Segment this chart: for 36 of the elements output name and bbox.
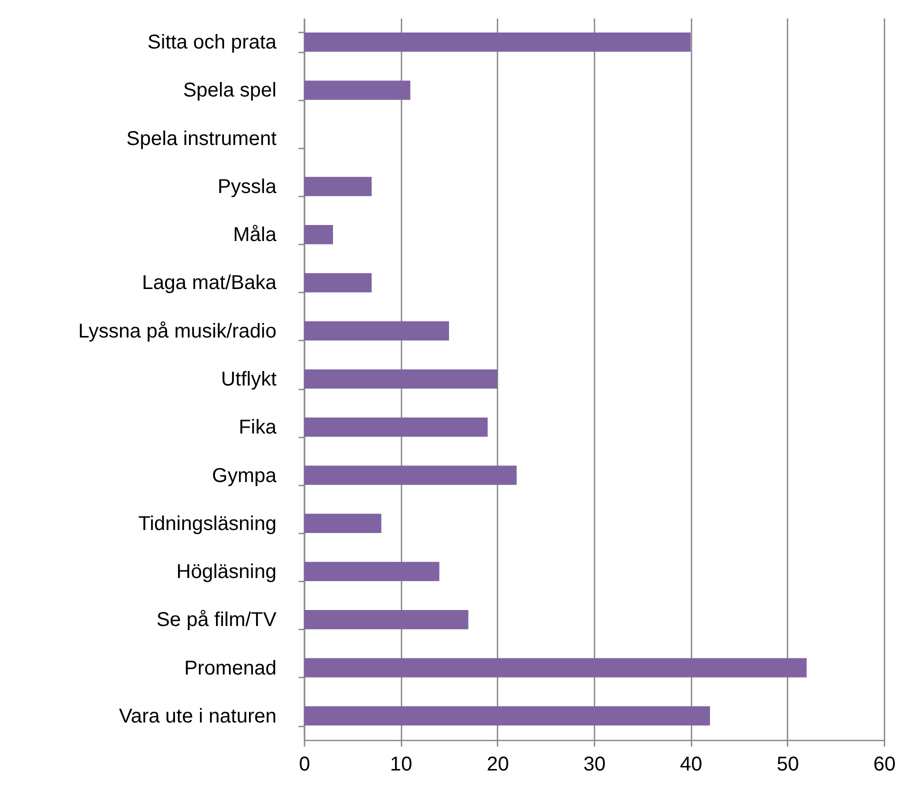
x-tick-label: 0 <box>298 754 310 776</box>
y-tick-label: Sitta och prata <box>148 32 278 54</box>
x-tick-label: 50 <box>776 754 799 776</box>
bar <box>304 514 382 534</box>
bar <box>304 321 449 340</box>
y-tick-label: Spela spel <box>183 80 276 102</box>
x-tick-label: 20 <box>486 754 509 776</box>
y-tick-label: Måla <box>233 224 278 246</box>
y-tick-label: Vara ute i naturen <box>118 705 276 728</box>
bar <box>304 369 498 389</box>
y-tick-label: Gympa <box>212 464 278 487</box>
bar <box>304 176 372 196</box>
y-tick-label: Se på film/TV <box>156 609 278 632</box>
bar <box>304 466 517 485</box>
x-tick-label: 60 <box>873 754 896 776</box>
bar <box>304 562 440 582</box>
x-tick-label: 30 <box>583 754 606 776</box>
bar <box>304 224 333 244</box>
y-tick-label: Pyssla <box>218 176 278 198</box>
bar <box>304 610 468 630</box>
y-tick-label: Spela instrument <box>126 128 277 150</box>
bar <box>304 80 410 100</box>
y-tick-label: Promenad <box>184 657 276 680</box>
x-tick-label: 40 <box>680 754 702 776</box>
bar <box>304 706 710 726</box>
y-tick-label: Lyssna på musik/radio <box>78 320 276 342</box>
bar <box>304 658 807 678</box>
y-tick-label: Utflykt <box>220 368 277 390</box>
x-tick-label: 10 <box>390 754 412 776</box>
bar <box>304 418 488 437</box>
y-tick-label: Högläsning <box>176 561 276 584</box>
bar <box>304 32 691 52</box>
bar <box>304 273 372 292</box>
y-tick-label: Fika <box>238 416 278 439</box>
y-tick-label: Tidningsläsning <box>138 512 276 535</box>
y-tick-label: Laga mat/Baka <box>142 272 278 294</box>
